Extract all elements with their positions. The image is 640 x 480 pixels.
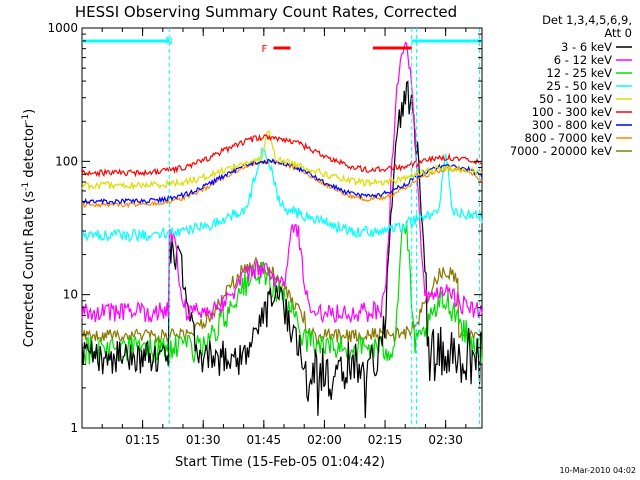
y-axis-label: Corrected Count Rate (s-1 detector-1) (21, 109, 37, 347)
legend-label-s4: 25 - 50 keV (546, 79, 612, 93)
x-tick-label-1: 01:30 (186, 433, 221, 447)
legend-label-s1: 3 - 6 keV (561, 40, 612, 54)
x-tick-label-3: 02:00 (307, 433, 342, 447)
plot-frame (81, 27, 483, 429)
x-tick-label-2: 01:45 (247, 433, 282, 447)
series-line-s7 (81, 158, 483, 205)
x-tick-label-0: 01:15 (125, 433, 160, 447)
chart-title: HESSI Observing Summary Count Rates, Cor… (75, 3, 457, 21)
series-layer (81, 41, 483, 419)
x-tick-label-4: 02:15 (368, 433, 403, 447)
legend-label-s5: 50 - 100 keV (539, 92, 612, 106)
legend-label-s6: 100 - 300 keV (532, 105, 612, 119)
series-line-s4 (81, 146, 483, 243)
series-line-s6 (81, 133, 483, 178)
y-tick-label-1: 10 (63, 288, 78, 302)
flare-label: F (262, 44, 268, 55)
x-axis-label: Start Time (15-Feb-05 01:04:42) (175, 455, 385, 470)
legend-label-s7: 300 - 800 keV (532, 118, 612, 132)
footer-date: 10-Mar-2010 04:02 (560, 466, 637, 475)
legend-label-s2: 6 - 12 keV (554, 53, 612, 67)
legend-header-2: Att 0 (604, 26, 632, 40)
y-label-sup2: -1 (21, 114, 31, 123)
series-line-s1 (81, 80, 483, 419)
y-label-end: ) (22, 109, 37, 114)
y-tick-label-3: 1000 (47, 21, 78, 35)
legend-header-1: Det 1,3,4,5,6,9, (542, 13, 632, 27)
x-tick-label-5: 02:30 (428, 433, 463, 447)
y-label-sup1: -1 (21, 182, 31, 191)
axis-layer: 01:15 01:30 01:45 02:00 02:15 02:30 1 10 100 1000 (47, 21, 482, 447)
y-label-main: Corrected Count Rate (s (22, 191, 37, 348)
series-line-s9 (81, 256, 483, 344)
y-tick-label-0: 1 (70, 421, 78, 435)
y-label-mid: detector (22, 122, 37, 182)
night-label: N (165, 36, 172, 47)
series-line-s5 (81, 130, 483, 192)
legend-label-s9: 7000 - 20000 keV (510, 144, 612, 158)
legend-label-s8: 800 - 7000 keV (524, 131, 612, 145)
series-line-s2 (81, 41, 483, 324)
annotation-layer: NF (82, 28, 482, 428)
legend-label-s3: 12 - 25 keV (546, 66, 612, 80)
y-tick-label-2: 100 (55, 154, 78, 168)
